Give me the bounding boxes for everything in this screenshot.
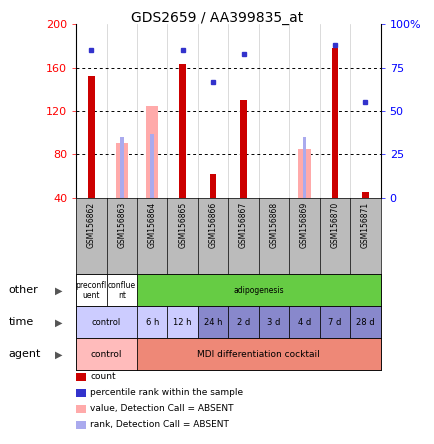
Text: 12 h: 12 h (173, 318, 191, 327)
Text: GSM156870: GSM156870 (330, 202, 339, 248)
Bar (289, 306, 319, 338)
Text: GSM156864: GSM156864 (148, 202, 156, 248)
Bar (179, 64, 186, 198)
Bar (258, 306, 289, 338)
Text: 4 d: 4 d (297, 318, 310, 327)
Text: GSM156862: GSM156862 (87, 202, 95, 248)
Bar (76, 306, 137, 338)
Bar (228, 306, 258, 338)
Bar (319, 306, 349, 338)
Text: ▶: ▶ (55, 317, 62, 327)
Bar (115, 143, 128, 198)
Bar (349, 306, 380, 338)
Bar (167, 306, 197, 338)
Bar (361, 192, 368, 198)
Bar (137, 274, 380, 306)
Text: percentile rank within the sample: percentile rank within the sample (90, 388, 243, 397)
Text: GSM156871: GSM156871 (360, 202, 369, 248)
Text: ▶: ▶ (55, 349, 62, 359)
Text: GDS2659 / AA399835_at: GDS2659 / AA399835_at (131, 11, 303, 25)
Bar (331, 48, 338, 198)
Bar (209, 174, 216, 198)
Bar (240, 100, 247, 198)
Text: count: count (90, 373, 115, 381)
Text: GSM156869: GSM156869 (299, 202, 308, 248)
Bar (302, 137, 306, 198)
Text: GSM156865: GSM156865 (178, 202, 187, 248)
Bar (150, 134, 154, 198)
Text: agent: agent (9, 349, 41, 359)
Text: 3 d: 3 d (267, 318, 280, 327)
Bar (197, 306, 228, 338)
Text: preconfl
uent: preconfl uent (76, 281, 107, 300)
Text: GSM156867: GSM156867 (239, 202, 247, 248)
Bar (146, 106, 158, 198)
Bar (137, 338, 380, 370)
Bar (298, 149, 310, 198)
Bar (76, 274, 106, 306)
Text: MDI differentiation cocktail: MDI differentiation cocktail (197, 350, 319, 359)
Text: 2 d: 2 d (237, 318, 250, 327)
Text: GSM156866: GSM156866 (208, 202, 217, 248)
Text: 24 h: 24 h (204, 318, 222, 327)
Bar (88, 76, 95, 198)
Text: GSM156863: GSM156863 (117, 202, 126, 248)
Text: adipogenesis: adipogenesis (233, 286, 283, 295)
Bar (76, 338, 137, 370)
Text: 7 d: 7 d (328, 318, 341, 327)
Text: conflue
nt: conflue nt (108, 281, 135, 300)
Text: other: other (9, 285, 38, 295)
Bar (106, 274, 137, 306)
Text: rank, Detection Call = ABSENT: rank, Detection Call = ABSENT (90, 420, 228, 429)
Bar (120, 137, 123, 198)
Text: ▶: ▶ (55, 285, 62, 295)
Text: 6 h: 6 h (145, 318, 158, 327)
Bar (137, 306, 167, 338)
Text: control: control (91, 350, 122, 359)
Text: control: control (92, 318, 121, 327)
Text: 28 d: 28 d (355, 318, 374, 327)
Text: time: time (9, 317, 34, 327)
Text: value, Detection Call = ABSENT: value, Detection Call = ABSENT (90, 404, 233, 413)
Text: GSM156868: GSM156868 (269, 202, 278, 248)
